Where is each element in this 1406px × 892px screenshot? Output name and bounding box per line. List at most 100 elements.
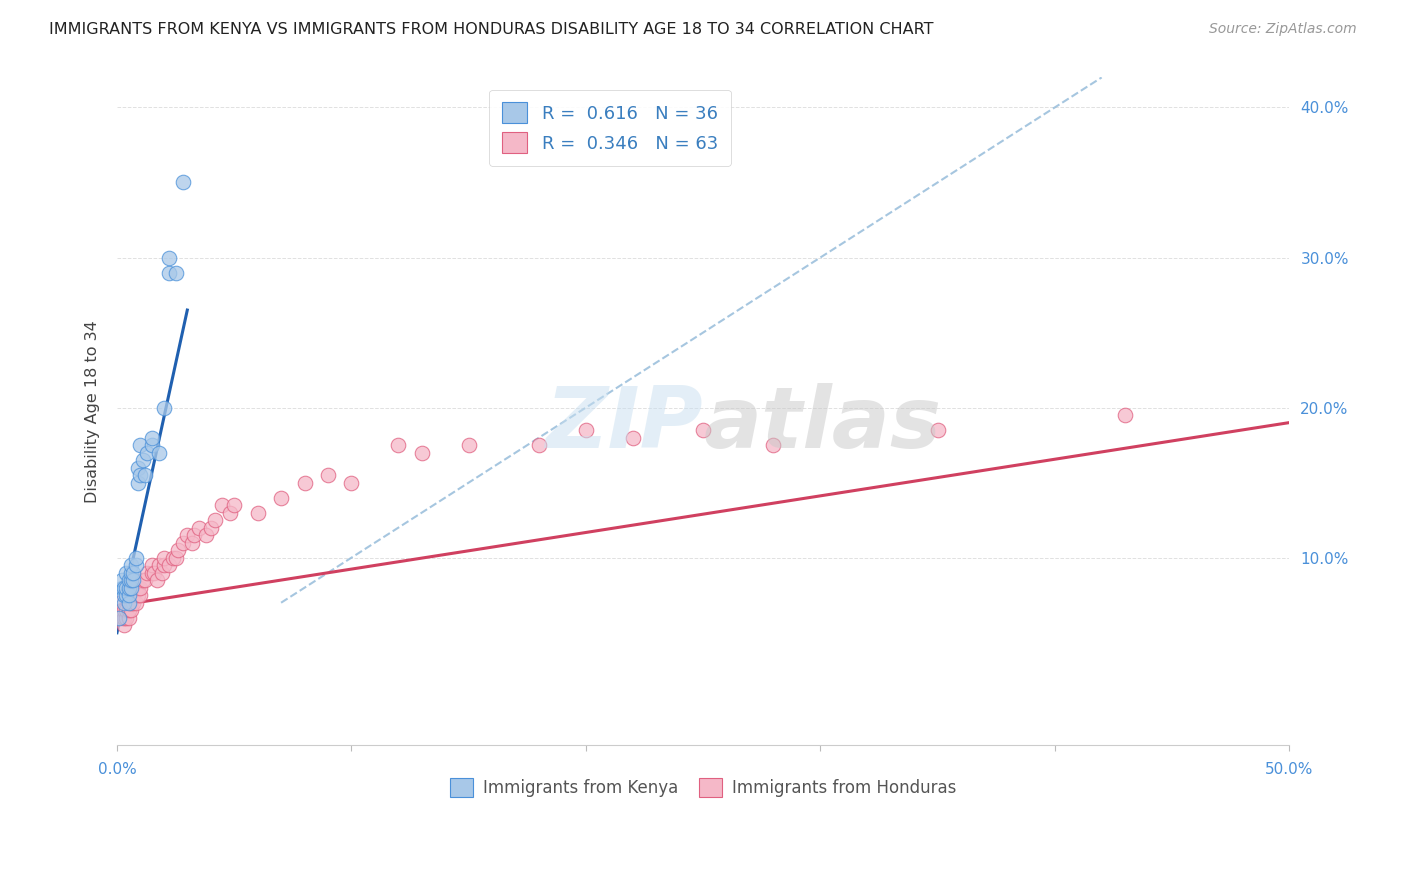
Point [118,611,141,625]
Point [125,581,148,595]
Point [162,550,184,565]
Point [115,581,138,595]
Point [122,573,145,587]
Point [200,521,222,535]
Point [112,581,135,595]
Point [129,438,152,452]
Point [211,498,233,512]
Point [112,603,135,617]
Point [134,468,156,483]
Point [118,603,141,617]
Point [108,596,131,610]
Point [575,423,598,437]
Point [127,460,149,475]
Point [132,453,155,467]
Point [118,596,141,610]
Legend: Immigrants from Kenya, Immigrants from Honduras: Immigrants from Kenya, Immigrants from H… [443,772,963,804]
Point [125,558,148,573]
Point [115,566,138,580]
Point [1114,408,1136,422]
Point [120,573,142,587]
Point [176,528,198,542]
Point [112,611,135,625]
Point [172,176,194,190]
Text: atlas: atlas [703,384,941,467]
Point [115,603,138,617]
Point [132,573,155,587]
Point [387,438,409,452]
Point [183,528,205,542]
Point [692,423,714,437]
Point [316,468,339,483]
Point [527,438,550,452]
Point [120,566,142,580]
Point [120,581,142,595]
Point [129,468,152,483]
Point [270,491,292,505]
Point [246,506,269,520]
Point [115,611,138,625]
Point [108,611,131,625]
Point [294,475,316,490]
Point [195,528,218,542]
Point [112,588,135,602]
Point [115,588,138,602]
Point [141,566,163,580]
Point [218,506,240,520]
Point [157,266,180,280]
Point [141,558,163,573]
Point [118,588,141,602]
Text: ZIP: ZIP [546,384,703,467]
Point [148,445,170,459]
Point [120,558,142,573]
Point [122,588,145,602]
Point [157,558,180,573]
Point [134,573,156,587]
Point [111,611,134,625]
Point [340,475,363,490]
Point [762,438,785,452]
Point [118,581,141,595]
Point [143,566,166,580]
Point [927,423,949,437]
Point [127,588,149,602]
Point [165,550,187,565]
Point [112,596,135,610]
Point [127,581,149,595]
Point [120,603,142,617]
Point [172,535,194,549]
Point [153,401,176,415]
Point [146,573,169,587]
Point [136,445,159,459]
Point [127,475,149,490]
Point [153,558,176,573]
Point [411,445,433,459]
Point [141,438,163,452]
Point [125,550,148,565]
Point [224,498,246,512]
Point [122,566,145,580]
Text: Source: ZipAtlas.com: Source: ZipAtlas.com [1209,22,1357,37]
Point [120,588,142,602]
Point [157,251,180,265]
Point [118,596,141,610]
Point [125,596,148,610]
Point [111,573,134,587]
Point [129,581,152,595]
Point [112,618,135,632]
Point [457,438,479,452]
Point [120,596,142,610]
Point [111,581,134,595]
Point [150,566,173,580]
Point [181,535,204,549]
Point [118,573,141,587]
Y-axis label: Disability Age 18 to 34: Disability Age 18 to 34 [86,320,100,503]
Point [167,543,190,558]
Point [188,521,211,535]
Point [141,431,163,445]
Point [153,550,176,565]
Point [204,513,226,527]
Point [122,596,145,610]
Point [129,588,152,602]
Point [148,558,170,573]
